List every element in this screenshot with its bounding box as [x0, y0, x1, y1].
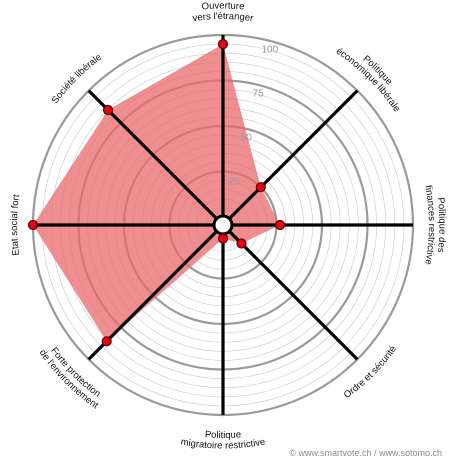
data-point — [217, 233, 229, 244]
axis-label-text: vers l'étranger — [192, 11, 254, 24]
ring-value-label: 25 — [229, 177, 241, 188]
data-point — [236, 238, 247, 249]
axis-spoke — [221, 223, 359, 361]
axis-label-line: vers l'étranger — [192, 11, 254, 24]
axis-label-line: finances restrictive — [422, 184, 437, 265]
data-area — [33, 44, 281, 342]
ring-labels: 25 50 75 100 — [229, 45, 279, 188]
axis-label-line: Etat social fort — [9, 193, 22, 256]
axis-label-line: Politique des — [435, 197, 448, 253]
data-point — [217, 38, 229, 50]
data-point — [27, 219, 39, 231]
data-point — [101, 336, 112, 347]
radar-spokes — [33, 35, 413, 415]
axis-spoke — [87, 223, 225, 361]
radar-points — [27, 38, 286, 347]
ring-value-label: 75 — [253, 89, 265, 100]
axis-label-text: Ouverture — [201, 0, 245, 12]
axis-label-text: Politique — [205, 429, 242, 441]
data-point — [275, 219, 286, 231]
axis-label-text: finances restrictive — [422, 184, 437, 265]
ring-value-label: 100 — [261, 45, 278, 56]
radar-center — [212, 214, 234, 236]
data-point — [102, 104, 114, 116]
radar-area — [33, 44, 281, 342]
axis-label-text: Politique des — [435, 197, 448, 253]
axis-label-line: Ouverture — [201, 0, 245, 12]
data-point — [255, 182, 266, 193]
axis-label-line: Politique — [205, 429, 242, 441]
axis-spoke — [221, 89, 359, 227]
axis-label-text: Etat social fort — [9, 193, 22, 256]
copyright-credit: © www.smartvote.ch / www.sotomo.ch — [289, 448, 442, 458]
center-hub — [212, 214, 234, 236]
axis-label-line: migratoire restrictive — [180, 437, 266, 452]
axis-label-text: migratoire restrictive — [180, 437, 266, 452]
ring-value-label: 50 — [241, 133, 253, 144]
